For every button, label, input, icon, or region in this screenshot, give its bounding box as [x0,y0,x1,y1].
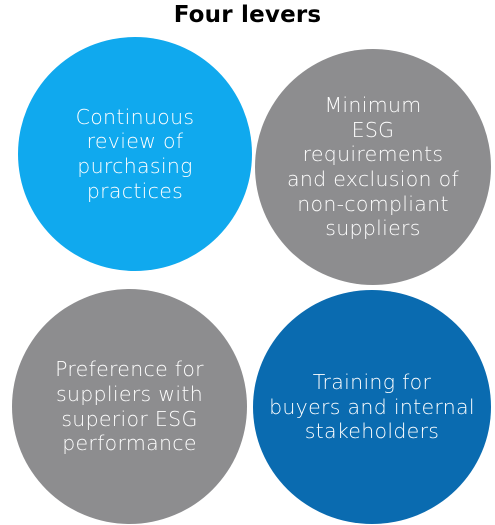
lever-label: Continuous review of purchasing practice… [75,104,195,203]
lever-circle-supplier-preference: Preference for suppliers with superior E… [12,289,247,524]
lever-label: Minimum ESG requirements and exclusion o… [286,93,460,241]
lever-circle-training: Training for buyers and internal stakeho… [253,290,491,524]
lever-label: Training for buyers and internal stakeho… [269,370,475,444]
lever-circle-purchasing-review: Continuous review of purchasing practice… [18,37,252,271]
lever-circle-esg-requirements: Minimum ESG requirements and exclusion o… [255,49,491,285]
lever-label: Preference for suppliers with superior E… [55,357,204,456]
diagram-title: Four levers [173,2,322,28]
